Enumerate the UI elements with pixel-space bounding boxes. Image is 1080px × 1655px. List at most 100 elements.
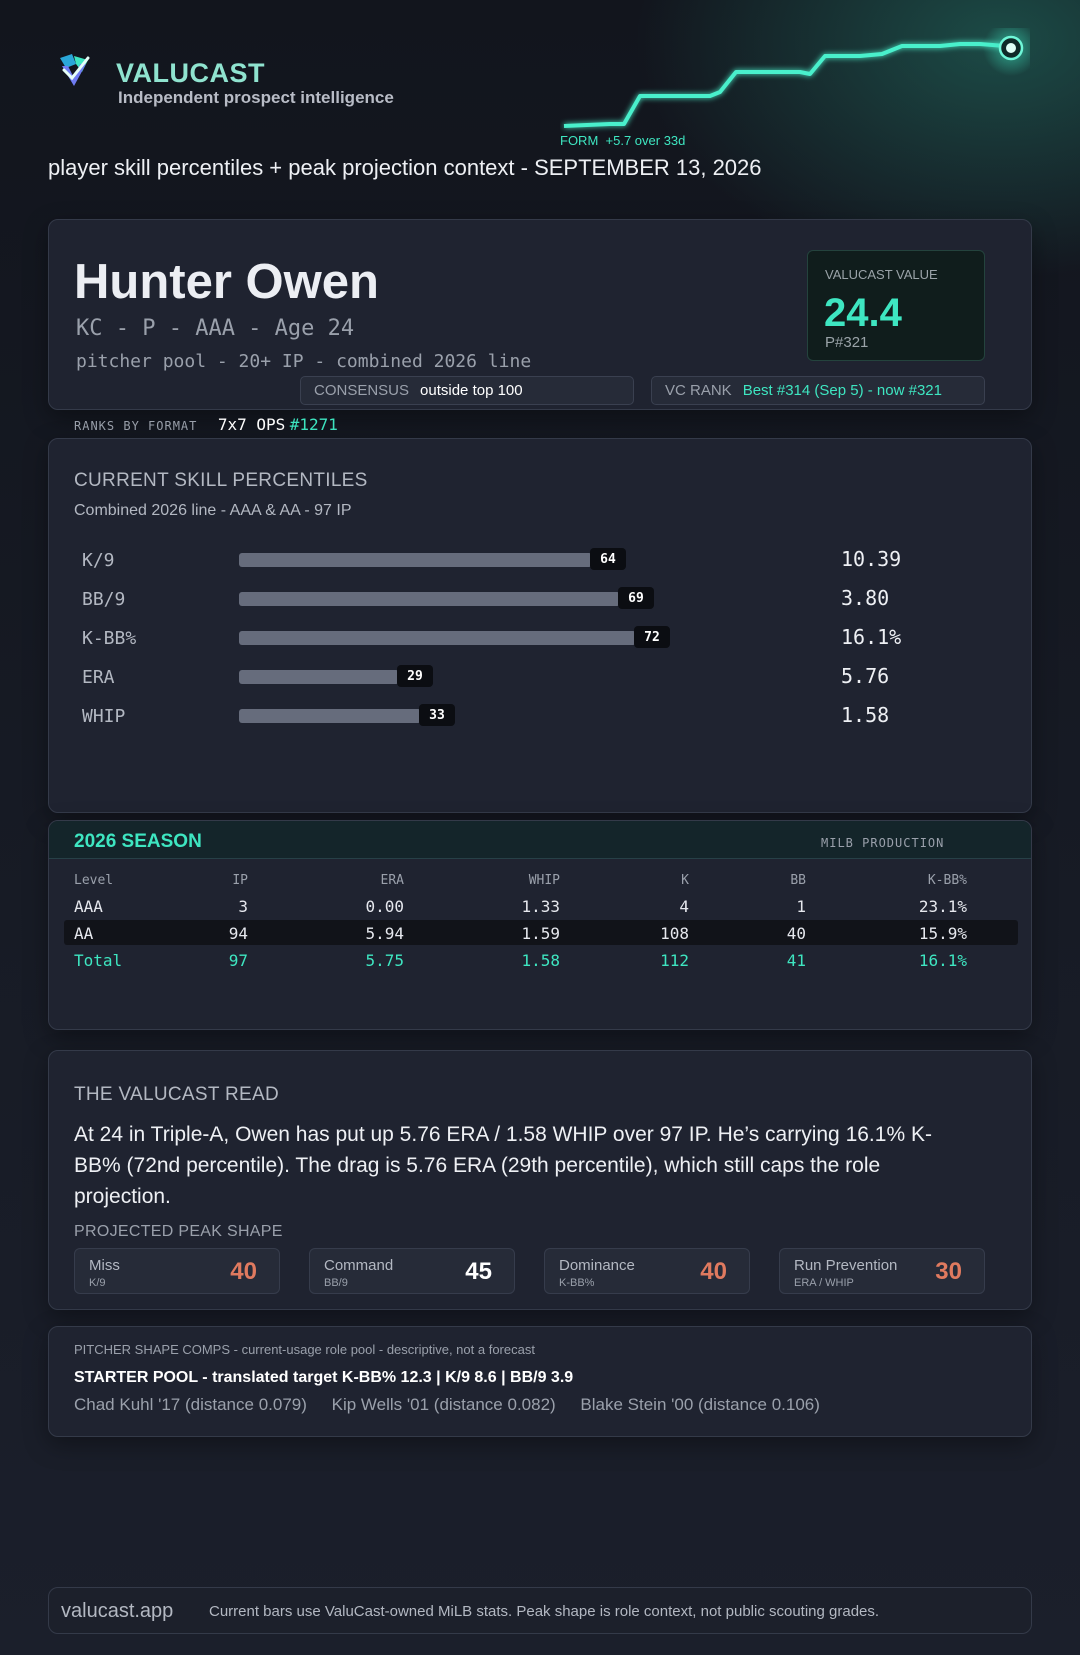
peak-command: Command BB/9 45 [309, 1248, 515, 1294]
skill-name: ERA [82, 667, 115, 688]
skills-title: CURRENT SKILL PERCENTILES [74, 470, 368, 491]
skill-name: WHIP [82, 706, 126, 727]
form-label: FORM +5.7 over 33d [560, 133, 686, 148]
footer-note: Current bars use ValuCast-owned MiLB sta… [209, 1603, 880, 1620]
form-sparkline [563, 28, 1030, 128]
cell: 1.59 [521, 924, 560, 943]
cell: Total [74, 951, 123, 970]
footer-site-link[interactable]: valucast.app [61, 1600, 174, 1622]
peak-miss: Miss K/9 40 [74, 1248, 280, 1294]
comp-item: Kip Wells '01 (distance 0.082) [331, 1395, 556, 1414]
peak-dominance: Dominance K-BB% 40 [544, 1248, 750, 1294]
cell: 112 [660, 951, 689, 970]
peak-value: 40 [700, 1258, 727, 1285]
comp-item: Blake Stein '00 (distance 0.106) [580, 1395, 820, 1414]
skill-value: 16.1% [841, 625, 902, 649]
ranks-rank: #1271 [289, 415, 338, 434]
cell: 1.33 [521, 897, 560, 916]
brand-tagline: Independent prospect intelligence [118, 88, 394, 107]
form-line [563, 42, 1006, 128]
read-title: THE VALUCAST READ [74, 1084, 279, 1105]
comps-pool: STARTER POOL - translated target K-BB% 1… [74, 1369, 574, 1386]
peak-run-prevention: Run Prevention ERA / WHIP 30 [779, 1248, 985, 1294]
player-meta: KC - P - AAA - Age 24 [76, 316, 355, 341]
cell: 0.00 [365, 897, 404, 916]
percentile-badge: 72 [634, 626, 670, 648]
player-pool: pitcher pool - 20+ IP - combined 2026 li… [76, 351, 532, 372]
cell: 3 [238, 897, 248, 916]
cell: 4 [679, 897, 689, 916]
percentile-bar: 69 [239, 587, 791, 609]
ranks-by-format: RANKS BY FORMAT 7x7 OPS #1271 [74, 415, 338, 435]
skill-row: K-BB% 72 16.1% [74, 623, 1014, 653]
skill-name: K-BB% [82, 628, 137, 649]
peak-value: 30 [935, 1258, 962, 1285]
skill-row: WHIP 33 1.58 [74, 701, 1014, 731]
ranks-format: 7x7 OPS [217, 415, 286, 434]
pitcher-comps-card: PITCHER SHAPE COMPS - current-usage role… [48, 1326, 1032, 1437]
valucast-read-card: THE VALUCAST READ At 24 in Triple-A, Owe… [48, 1050, 1032, 1310]
percentile-bar-fill [239, 631, 636, 645]
player-card: Hunter Owen KC - P - AAA - Age 24 pitche… [48, 219, 1032, 410]
peak-title: PROJECTED PEAK SHAPE [74, 1223, 283, 1240]
comps-list: Chad Kuhl '17 (distance 0.079) Kip Wells… [74, 1395, 840, 1415]
player-name: Hunter Owen [74, 255, 379, 309]
cell: 108 [660, 924, 689, 943]
season-row-aaa: AAA 3 0.00 1.33 4 1 23.1% [64, 893, 1018, 918]
season-title: 2026 SEASON [74, 831, 202, 852]
comp-item: Chad Kuhl '17 (distance 0.079) [74, 1395, 307, 1414]
season-tag: MILB PRODUCTION [821, 836, 945, 850]
consensus-pill: CONSENSUS outside top 100 [300, 376, 634, 405]
cell: 23.1% [918, 897, 967, 916]
percentile-badge: 64 [590, 548, 626, 570]
cell: 5.94 [365, 924, 404, 943]
cell: 94 [228, 924, 248, 943]
cell: 16.1% [918, 951, 967, 970]
comps-title: PITCHER SHAPE COMPS - current-usage role… [74, 1342, 535, 1357]
peak-name: Command [324, 1257, 394, 1274]
skills-subtitle: Combined 2026 line - AAA & AA - 97 IP [74, 502, 352, 519]
season-row-aa: AA 94 5.94 1.59 108 40 15.9% [64, 920, 1018, 945]
peak-name: Dominance [559, 1257, 635, 1274]
skill-value: 5.76 [841, 664, 890, 688]
percentile-bar: 33 [239, 704, 791, 726]
skill-percentiles-card: CURRENT SKILL PERCENTILES Combined 2026 … [48, 438, 1032, 813]
footer: valucast.app Current bars use ValuCast-o… [48, 1587, 1032, 1634]
value-number: 24.4 [824, 291, 902, 335]
skill-row: BB/9 69 3.80 [74, 584, 1014, 614]
season-row-total: Total 97 5.75 1.58 112 41 16.1% [64, 947, 1018, 972]
col-header: K [681, 873, 689, 888]
col-header: ERA [380, 873, 404, 888]
percentile-badge: 69 [618, 587, 654, 609]
vc-rank-value: Best #314 (Sep 5) - now #321 [742, 382, 942, 399]
ranks-label: RANKS BY FORMAT [74, 419, 198, 433]
col-header: IP [232, 873, 248, 888]
percentile-bar-fill [239, 709, 421, 723]
percentile-bar: 72 [239, 626, 791, 648]
cell: AAA [74, 897, 103, 916]
read-body: At 24 in Triple-A, Owen has put up 5.76 … [74, 1123, 932, 1208]
season-header: 2026 SEASON MILB PRODUCTION [49, 821, 1031, 859]
percentile-badge: 33 [419, 704, 455, 726]
cell: 40 [786, 924, 806, 943]
peak-sub: K-BB% [559, 1277, 595, 1289]
skill-name: K/9 [82, 550, 115, 571]
col-header: K-BB% [927, 873, 967, 888]
cell: 15.9% [918, 924, 967, 943]
skill-row: K/9 64 10.39 [74, 545, 1014, 575]
percentile-bar-fill [239, 553, 592, 567]
valucast-logo-icon [60, 54, 90, 86]
peak-sub: BB/9 [324, 1277, 348, 1289]
cell: 5.75 [365, 951, 404, 970]
consensus-value: outside top 100 [420, 382, 523, 399]
percentile-bar-fill [239, 592, 620, 606]
season-card: 2026 SEASON MILB PRODUCTION Level IP ERA… [48, 820, 1032, 1030]
value-label: VALUCAST VALUE [825, 267, 938, 282]
percentile-bar: 29 [239, 665, 791, 687]
cell: AA [74, 924, 94, 943]
skill-value: 1.58 [841, 703, 890, 727]
percentile-bar: 64 [239, 548, 791, 570]
col-header: WHIP [528, 873, 560, 888]
col-header: BB [790, 873, 806, 888]
percentile-bar-fill [239, 670, 399, 684]
